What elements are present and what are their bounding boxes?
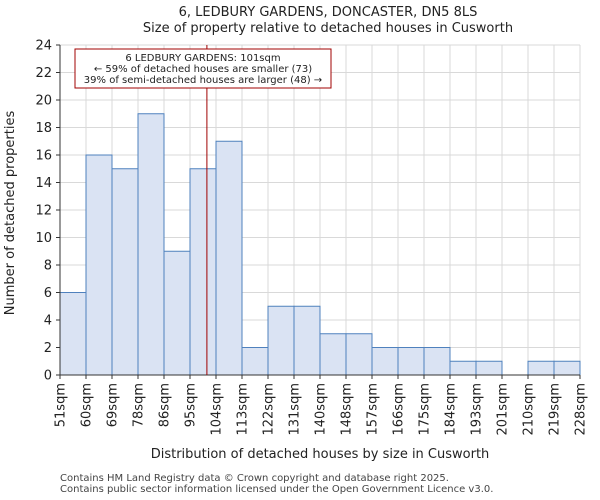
y-tick-label-12: 24 <box>35 39 52 54</box>
x-tick-label-4: 86sqm <box>158 383 173 427</box>
x-tick-label-18: 210sqm <box>522 383 537 436</box>
x-tick-label-10: 140sqm <box>314 383 329 436</box>
x-tick-label-9: 131sqm <box>288 383 303 436</box>
x-tick-label-17: 201sqm <box>496 383 511 436</box>
bar-9 <box>293 305 321 376</box>
y-tick-label-4: 8 <box>44 259 52 274</box>
y-tick-label-11: 22 <box>35 66 52 81</box>
annotation-box <box>74 48 332 89</box>
annotation-line-3: 39% of semi-detached houses are larger (… <box>84 75 322 86</box>
x-tick-label-7: 113sqm <box>236 383 251 436</box>
bar-3 <box>137 113 165 376</box>
bar-19 <box>553 360 581 376</box>
bar-5 <box>189 168 217 376</box>
annotation-line-1: 6 LEDBURY GARDENS: 101sqm <box>125 53 280 64</box>
x-tick-label-3: 78sqm <box>132 383 147 427</box>
bar-2 <box>111 168 139 376</box>
chart-subtitle: Size of property relative to detached ho… <box>143 21 513 36</box>
annotation-line-2: ← 59% of detached houses are smaller (73… <box>94 64 312 75</box>
bar-10 <box>319 333 347 376</box>
x-tick-label-8: 122sqm <box>262 383 277 436</box>
footer-line-2: Contains public sector information licen… <box>60 484 494 495</box>
bar-4 <box>163 250 191 376</box>
x-tick-label-15: 184sqm <box>444 383 459 436</box>
x-tick-label-13: 166sqm <box>392 383 407 436</box>
x-tick-label-11: 148sqm <box>340 383 355 436</box>
y-tick-label-3: 6 <box>44 286 52 301</box>
x-ticks: 51sqm 60sqm 69sqm 78sqm 86sqm 95sqm 104sqm 113s… <box>54 375 589 436</box>
bar-15 <box>449 360 477 376</box>
footer-line-1: Contains HM Land Registry data © Crown c… <box>60 473 449 484</box>
bar-16 <box>475 360 503 376</box>
bar-0 <box>59 292 87 376</box>
bar-8 <box>267 305 295 376</box>
x-tick-label-12: 157sqm <box>366 383 381 436</box>
bar-7 <box>241 347 269 376</box>
x-tick-label-20: 228sqm <box>574 383 589 436</box>
x-tick-label-5: 95sqm <box>184 383 199 427</box>
y-tick-label-2: 4 <box>44 314 52 329</box>
y-tick-label-10: 20 <box>35 94 52 109</box>
y-tick-label-8: 16 <box>35 149 52 164</box>
x-tick-label-14: 175sqm <box>418 383 433 436</box>
y-tick-label-7: 14 <box>35 176 52 191</box>
y-tick-label-6: 12 <box>35 204 52 219</box>
chart-title: 6, LEDBURY GARDENS, DONCASTER, DN5 8LS <box>179 5 478 20</box>
x-axis-title: Distribution of detached houses by size … <box>151 447 490 462</box>
x-tick-label-6: 104sqm <box>210 383 225 436</box>
bar-13 <box>397 347 425 376</box>
y-tick-label-5: 10 <box>35 231 52 246</box>
bar-6 <box>215 140 243 376</box>
y-axis-title: Number of detached properties <box>3 111 18 316</box>
x-tick-label-16: 193sqm <box>470 383 485 436</box>
bar-12 <box>371 347 399 376</box>
y-tick-label-0: 0 <box>44 369 52 384</box>
x-tick-label-1: 60sqm <box>80 383 95 427</box>
bars <box>59 113 581 376</box>
x-tick-label-0: 51sqm <box>54 383 69 427</box>
bar-14 <box>423 347 451 376</box>
x-tick-label-2: 69sqm <box>106 383 121 427</box>
x-tick-label-19: 219sqm <box>548 383 563 436</box>
chart: 6, LEDBURY GARDENS, DONCASTER, DN5 8LS S… <box>3 5 589 462</box>
bar-11 <box>345 333 373 376</box>
bar-18 <box>527 360 555 376</box>
y-tick-label-1: 2 <box>44 341 52 356</box>
y-tick-label-9: 18 <box>35 121 52 136</box>
bar-1 <box>85 154 113 376</box>
